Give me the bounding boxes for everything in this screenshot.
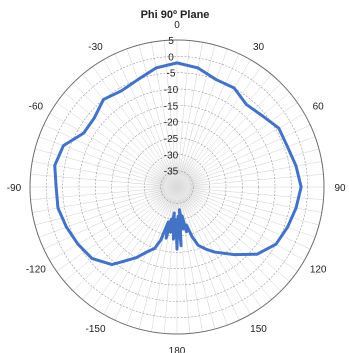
angle-tick-label: 0 bbox=[174, 20, 180, 31]
radial-spoke bbox=[49, 113, 166, 181]
radial-spoke bbox=[38, 136, 165, 183]
radial-spoke bbox=[32, 189, 165, 213]
radial-spoke bbox=[49, 193, 166, 261]
angle-tick-label: -30 bbox=[88, 42, 103, 53]
grid-ring bbox=[144, 154, 210, 220]
radial-spoke bbox=[43, 192, 166, 250]
radial-spoke bbox=[34, 190, 165, 226]
radial-spoke bbox=[138, 44, 174, 175]
radial-spoke bbox=[181, 48, 228, 175]
radial-tick-label: -25 bbox=[164, 134, 179, 145]
radial-spoke bbox=[189, 161, 322, 185]
grid bbox=[29, 39, 325, 335]
radial-spoke bbox=[82, 74, 169, 178]
radial-spoke bbox=[186, 92, 290, 179]
radial-spoke bbox=[189, 190, 320, 226]
radial-tick-label: -5 bbox=[167, 69, 176, 80]
grid-ring bbox=[95, 105, 259, 269]
radial-spoke bbox=[186, 196, 282, 292]
grid-ring bbox=[111, 121, 243, 253]
angle-tick-label: 90 bbox=[334, 183, 346, 194]
radial-spoke bbox=[38, 191, 165, 238]
radial-spoke bbox=[64, 92, 168, 179]
radial-spoke bbox=[186, 82, 282, 178]
radial-spoke bbox=[180, 199, 216, 330]
radial-spoke bbox=[163, 40, 177, 175]
angle-tick-label: -150 bbox=[85, 324, 105, 335]
radial-spoke bbox=[72, 196, 168, 292]
radial-spoke bbox=[177, 40, 191, 175]
radial-spoke bbox=[188, 193, 305, 261]
grid-ring bbox=[78, 88, 276, 286]
grid-ring bbox=[160, 170, 194, 204]
radial-spoke bbox=[34, 148, 165, 184]
radial-tick-label: 0 bbox=[168, 52, 174, 63]
radial-spoke bbox=[189, 173, 324, 187]
angle-tick-label: -120 bbox=[26, 265, 46, 276]
radial-spoke bbox=[184, 66, 262, 177]
radial-spoke bbox=[180, 44, 216, 175]
radial-spoke bbox=[188, 124, 311, 182]
radial-spoke bbox=[92, 197, 170, 308]
radial-spoke bbox=[179, 42, 203, 175]
radial-spoke bbox=[189, 189, 322, 213]
outer-ring bbox=[29, 39, 325, 335]
radial-spoke bbox=[114, 198, 172, 321]
radial-spoke bbox=[182, 53, 240, 176]
radial-spoke bbox=[92, 66, 170, 177]
radial-spoke bbox=[189, 187, 324, 201]
grid-ring bbox=[46, 56, 308, 318]
radial-spoke bbox=[181, 199, 228, 326]
series-line bbox=[53, 61, 303, 267]
radial-spoke bbox=[151, 42, 175, 175]
radial-spoke bbox=[189, 191, 316, 238]
series-layer bbox=[53, 61, 303, 267]
angle-tick-label: 60 bbox=[313, 102, 325, 113]
radial-spoke bbox=[30, 187, 165, 201]
radial-spoke bbox=[186, 195, 290, 282]
radial-tick-label: -20 bbox=[164, 118, 179, 129]
radial-spoke bbox=[188, 192, 311, 250]
radial-tick-label: -10 bbox=[164, 85, 179, 96]
angle-tick-label: 180 bbox=[169, 346, 186, 353]
radial-tick-label: -15 bbox=[164, 101, 179, 112]
angle-tick-label: 120 bbox=[310, 265, 327, 276]
radial-spoke bbox=[183, 59, 251, 176]
radial-spoke bbox=[188, 113, 305, 181]
radial-spoke bbox=[72, 82, 168, 178]
radial-spoke bbox=[185, 74, 272, 178]
radial-tick-label: -30 bbox=[164, 150, 179, 161]
radial-spoke bbox=[185, 196, 272, 300]
radial-spoke bbox=[189, 148, 320, 184]
radial-tick-label: 5 bbox=[168, 36, 174, 47]
radial-spoke bbox=[56, 102, 167, 180]
angle-tick-label: -90 bbox=[7, 183, 22, 194]
radial-spoke bbox=[56, 194, 167, 272]
radial-spoke bbox=[187, 102, 298, 180]
radial-tick-label: -35 bbox=[164, 167, 179, 178]
radial-spoke bbox=[64, 195, 168, 282]
radial-spoke bbox=[183, 198, 251, 315]
radial-spoke bbox=[126, 199, 173, 326]
radial-spoke bbox=[187, 194, 298, 272]
radial-spoke bbox=[103, 59, 171, 176]
radial-spoke bbox=[43, 124, 166, 182]
radial-spoke bbox=[182, 198, 240, 321]
radial-spoke bbox=[126, 48, 173, 175]
angle-tick-label: 30 bbox=[253, 42, 265, 53]
chart-title: Phi 90º Plane bbox=[141, 9, 210, 21]
angle-tick-label: 150 bbox=[250, 324, 267, 335]
radial-spoke bbox=[30, 173, 165, 187]
labels-layer: 50-5-10-15-20-25-30-350306090120150180-1… bbox=[7, 20, 346, 353]
radial-spoke bbox=[82, 196, 169, 300]
grid-ring bbox=[62, 72, 292, 302]
angle-tick-label: -60 bbox=[29, 102, 44, 113]
radial-spoke bbox=[189, 136, 316, 183]
grid-ring bbox=[127, 137, 227, 237]
radial-spoke bbox=[114, 53, 172, 176]
